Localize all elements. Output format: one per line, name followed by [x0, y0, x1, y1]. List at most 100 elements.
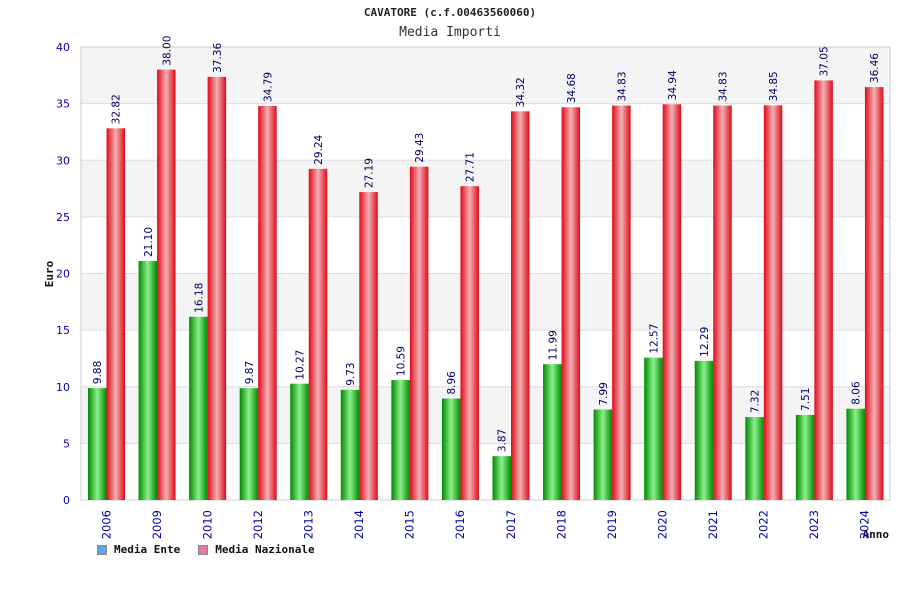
data-label-media-nazionale: 34.83 — [718, 71, 730, 101]
legend-item-media-ente: Media Ente — [97, 543, 180, 556]
bar-media-ente — [846, 408, 865, 500]
data-label-media-nazionale: 36.46 — [869, 53, 881, 83]
x-tick-label: 2020 — [655, 510, 669, 539]
data-label-media-nazionale: 29.43 — [414, 133, 426, 163]
data-label-media-ente: 7.99 — [598, 382, 610, 405]
data-label-media-nazionale: 34.85 — [768, 71, 780, 101]
data-label-media-nazionale: 38.00 — [161, 36, 173, 66]
bar-media-nazionale — [814, 80, 833, 500]
y-tick-label: 25 — [56, 211, 70, 224]
bar-media-ente — [694, 360, 714, 500]
bar-media-nazionale — [460, 186, 479, 500]
legend-label-media-ente: Media Ente — [114, 543, 181, 556]
y-tick-label: 0 — [63, 494, 70, 507]
data-label-media-ente: 16.18 — [193, 283, 205, 313]
data-label-media-nazionale: 34.32 — [515, 77, 527, 107]
bar-media-ente — [593, 409, 613, 500]
data-label-media-nazionale: 34.68 — [566, 73, 578, 103]
x-tick-label: 2014 — [352, 510, 366, 539]
data-label-media-nazionale: 37.05 — [819, 46, 831, 76]
x-tick-label: 2016 — [453, 510, 467, 539]
y-axis-label: Euro — [43, 260, 56, 287]
y-tick-label: 15 — [56, 324, 70, 337]
bar-media-ente — [492, 456, 511, 500]
x-tick-label: 2012 — [251, 510, 265, 539]
bar-media-ente — [543, 364, 562, 500]
x-tick-label: 2021 — [706, 510, 720, 539]
data-label-media-ente: 7.51 — [800, 388, 812, 411]
data-label-media-ente: 8.96 — [446, 371, 458, 395]
x-tick-label: 2024 — [858, 510, 872, 539]
legend-swatch-media-nazionale — [198, 544, 209, 555]
bar-media-nazionale — [207, 76, 227, 500]
bar-media-nazionale — [561, 107, 581, 501]
y-tick-label: 35 — [56, 98, 70, 111]
data-label-media-ente: 9.73 — [345, 362, 357, 385]
chart-subtitle: Media Importi — [399, 25, 501, 40]
y-tick-label: 20 — [56, 268, 70, 281]
y-tick-label: 30 — [56, 154, 70, 167]
y-tick-label: 5 — [63, 437, 70, 450]
x-axis-label: Anno — [863, 528, 890, 541]
data-label-media-nazionale: 34.79 — [262, 72, 274, 102]
bar-media-ente — [88, 388, 107, 500]
data-label-media-ente: 11.99 — [547, 330, 559, 360]
data-label-media-ente: 12.29 — [699, 327, 711, 357]
chart-title: CAVATORE (c.f.00463560060) — [363, 6, 537, 19]
data-label-media-nazionale: 32.82 — [111, 94, 123, 124]
bar-media-ente — [290, 383, 309, 500]
bar-media-nazionale — [763, 105, 783, 500]
x-tick-label: 2010 — [200, 510, 214, 539]
data-label-media-nazionale: 29.24 — [313, 134, 325, 164]
data-label-media-ente: 10.27 — [295, 350, 307, 380]
x-tick-label: 2009 — [150, 510, 164, 539]
data-label-media-ente: 9.87 — [244, 361, 256, 384]
data-label-media-ente: 21.10 — [143, 227, 155, 257]
plot-frame — [80, 46, 891, 501]
data-label-media-nazionale: 27.19 — [364, 158, 376, 188]
bar-media-nazionale — [308, 168, 328, 500]
y-tick-label: 40 — [56, 41, 70, 54]
data-label-media-ente: 3.87 — [497, 429, 509, 452]
data-label-media-ente: 12.57 — [648, 324, 660, 354]
legend-label-media-nazionale: Media Nazionale — [215, 543, 315, 556]
data-label-media-nazionale: 34.94 — [667, 70, 679, 100]
bar-media-ente — [138, 261, 158, 500]
x-tick-label: 2018 — [554, 510, 568, 539]
bar-media-nazionale — [662, 104, 682, 500]
bar-media-nazionale — [713, 105, 732, 501]
bar-media-ente — [795, 414, 815, 500]
bar-media-nazionale — [359, 192, 378, 501]
bar-media-nazionale — [258, 106, 277, 501]
data-label-media-ente: 7.32 — [750, 390, 762, 413]
data-label-media-nazionale: 37.36 — [212, 43, 224, 73]
x-tick-label: 2017 — [504, 510, 518, 539]
data-label-media-ente: 10.59 — [396, 346, 408, 376]
data-label-media-ente: 8.06 — [851, 381, 863, 405]
bar-media-nazionale — [511, 111, 530, 501]
x-tick-label: 2013 — [302, 510, 316, 539]
bar-media-nazionale — [864, 87, 884, 500]
bar-media-ente — [644, 357, 663, 500]
x-tick-label: 2019 — [605, 510, 619, 539]
bar-media-nazionale — [612, 105, 631, 501]
bar-media-ente — [745, 417, 764, 500]
legend-item-media-nazionale: Media Nazionale — [198, 543, 315, 556]
x-tick-label: 2015 — [403, 510, 417, 539]
data-label-media-nazionale: 34.83 — [616, 71, 628, 101]
legend: Media Ente Media Nazionale — [97, 543, 315, 556]
bar-media-ente — [441, 398, 461, 500]
bar-media-ente — [239, 388, 259, 500]
bar-media-ente — [340, 389, 360, 500]
y-tick-label: 10 — [56, 381, 70, 394]
bar-media-nazionale — [106, 128, 125, 500]
bar-media-nazionale — [157, 69, 176, 501]
data-label-media-nazionale: 27.71 — [465, 152, 477, 182]
x-tick-label: 2006 — [99, 510, 113, 539]
bar-media-ente — [189, 316, 208, 500]
legend-swatch-media-ente — [97, 544, 107, 555]
bar-media-ente — [391, 380, 410, 500]
x-tick-label: 2023 — [807, 510, 821, 539]
x-tick-label: 2022 — [757, 510, 771, 539]
